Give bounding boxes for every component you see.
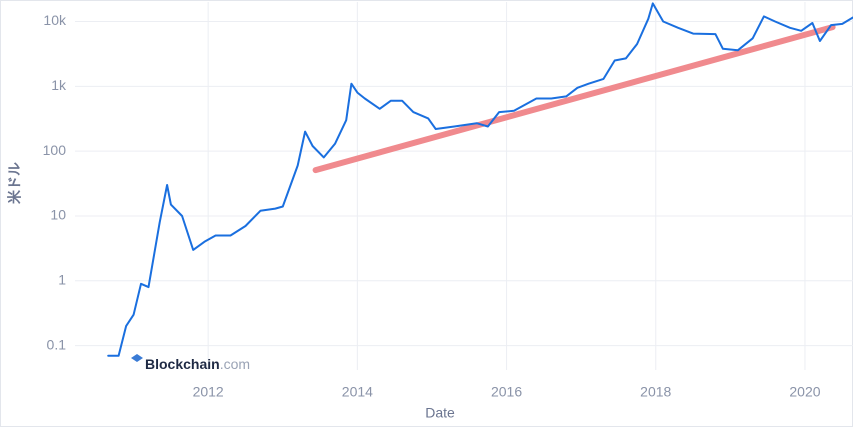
x-tick-label: 2018 (640, 384, 671, 400)
y-axis-label: 米ドル (7, 162, 23, 204)
y-tick-label: 0.1 (47, 336, 67, 352)
x-tick-label: 2020 (789, 384, 820, 400)
x-axis-label: Date (425, 405, 455, 421)
trend-line (312, 24, 836, 174)
y-tick-label: 10 (50, 207, 66, 223)
plot: 0.1 1 10 100 1k 10k 2012 2014 2016 2018 2020 (43, 2, 853, 400)
y-tick-label: 10k (43, 12, 67, 28)
x-tick-label: 2016 (491, 384, 522, 400)
brand: Blockchain.com (145, 356, 250, 372)
y-tick-label: 1 (58, 272, 66, 288)
x-tick-label: 2014 (342, 384, 373, 400)
y-tick-label: 1k (51, 77, 67, 93)
y-tick-label: 100 (43, 142, 67, 158)
price-line (107, 2, 853, 357)
brand-suffix: .com (220, 356, 250, 372)
brand-icon (131, 354, 143, 362)
brand-name: Blockchain (145, 356, 220, 372)
x-tick-label: 2012 (193, 384, 224, 400)
